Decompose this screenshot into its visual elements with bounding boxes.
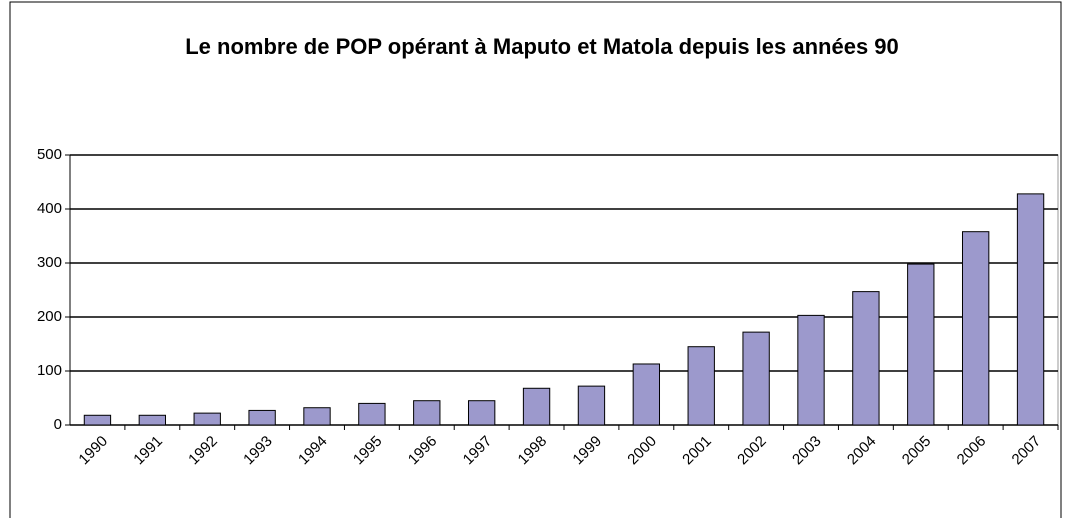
- bar: [138, 414, 167, 426]
- x-tick-label: 1990: [75, 433, 111, 469]
- bar: [522, 387, 551, 426]
- bar: [632, 363, 661, 426]
- bar: [303, 407, 331, 426]
- bar: [852, 291, 880, 426]
- y-tick-label: 500: [37, 146, 62, 163]
- bar: [248, 409, 276, 426]
- bar: [358, 402, 386, 426]
- y-tick-label: 400: [37, 200, 62, 217]
- bar: [742, 331, 770, 426]
- x-tick-label: 1999: [569, 433, 605, 469]
- bar: [907, 263, 935, 426]
- bar: [577, 385, 606, 426]
- bar: [1016, 193, 1045, 426]
- bar: [83, 414, 112, 426]
- x-tick-label: 1994: [295, 433, 331, 469]
- y-tick-label: 100: [37, 362, 62, 379]
- x-tick-label: 2006: [954, 433, 990, 469]
- x-tick-label: 2003: [789, 433, 825, 469]
- x-tick-label: 2005: [899, 433, 935, 469]
- x-tick-label: 1993: [240, 433, 276, 469]
- chart-title: Le nombre de POP opérant à Maputo et Mat…: [185, 34, 899, 59]
- x-tick-label: 1998: [515, 433, 551, 469]
- chart-border: [9, 1, 1062, 518]
- bar: [797, 314, 825, 426]
- x-tick-label: 1996: [405, 433, 441, 469]
- bar: [413, 400, 441, 426]
- y-tick-label: 300: [37, 254, 62, 271]
- y-tick-label: 200: [37, 308, 62, 325]
- x-tick-label: 2004: [844, 433, 880, 469]
- x-tick-label: 2001: [679, 433, 715, 469]
- x-tick-label: 1995: [350, 433, 386, 469]
- bar: [467, 400, 496, 426]
- x-tick-label: 1997: [460, 433, 496, 469]
- bar: [193, 412, 221, 426]
- bar: [687, 346, 715, 426]
- y-tick-label: 0: [54, 416, 62, 433]
- x-tick-label: 2007: [1009, 433, 1045, 469]
- bar: [961, 231, 990, 426]
- x-tick-label: 1991: [130, 433, 166, 469]
- x-tick-label: 2000: [624, 433, 660, 469]
- x-tick-label: 1992: [185, 433, 221, 469]
- x-tick-label: 2002: [734, 433, 770, 469]
